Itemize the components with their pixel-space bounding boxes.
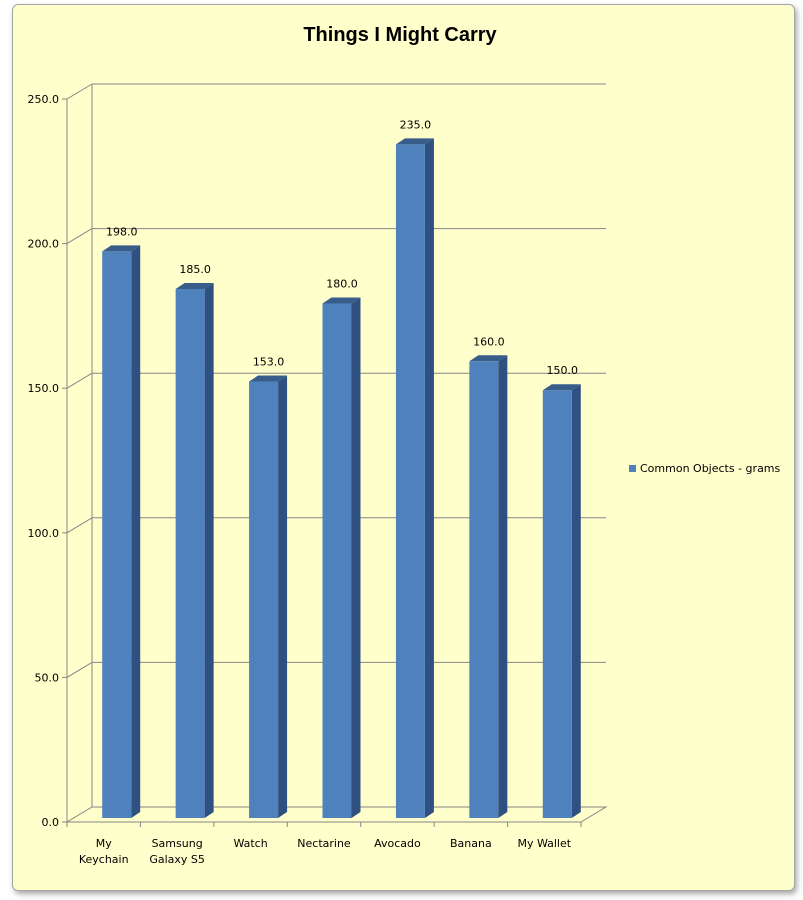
bar-side bbox=[351, 297, 361, 818]
bar bbox=[175, 288, 205, 819]
bar bbox=[249, 381, 279, 818]
data-label: 150.0 bbox=[547, 364, 579, 377]
data-labels: 198.0 185.0 153.0 180.0 235.0 160.0 150.0 bbox=[106, 118, 578, 377]
bar bbox=[322, 303, 352, 818]
y-tick-label: 50.0 bbox=[35, 671, 60, 684]
category-label: Samsung bbox=[152, 837, 203, 850]
bars bbox=[102, 138, 581, 819]
gridline-diagonal bbox=[66, 83, 93, 100]
data-label: 235.0 bbox=[400, 118, 432, 131]
gridline-diagonal bbox=[66, 517, 93, 534]
category-label: Banana bbox=[450, 837, 492, 850]
bar bbox=[395, 144, 425, 818]
bar-top bbox=[102, 245, 141, 252]
gridline-diagonal bbox=[66, 661, 93, 678]
bar bbox=[542, 390, 572, 818]
legend-label: Common Objects - grams bbox=[640, 462, 781, 475]
bar bbox=[469, 361, 499, 818]
y-tick-label: 100.0 bbox=[28, 527, 60, 540]
bar-side bbox=[424, 138, 434, 818]
category-labels: My Keychain Samsung Galaxy S5 Watch Nectarine… bbox=[79, 837, 572, 866]
axes bbox=[62, 84, 608, 827]
bar-top bbox=[175, 282, 214, 289]
legend: Common Objects - grams bbox=[629, 462, 781, 475]
y-tick-label: 0.0 bbox=[42, 816, 60, 829]
chart-svg: Things I Might Carry 0.0 50.0 100.0 150.0 20… bbox=[28, 24, 781, 866]
bar-side bbox=[571, 384, 581, 818]
category-label: Nectarine bbox=[297, 837, 351, 850]
gridline-diagonal bbox=[66, 228, 93, 245]
bar-top bbox=[542, 384, 581, 391]
y-tick-label: 250.0 bbox=[28, 93, 60, 106]
chart-area: Things I Might Carry 0.0 50.0 100.0 150.0 20… bbox=[12, 4, 795, 891]
bar-side bbox=[498, 355, 508, 818]
floor bbox=[65, 806, 608, 823]
data-label: 185.0 bbox=[179, 263, 211, 276]
category-label: Watch bbox=[233, 837, 267, 850]
bar-top bbox=[469, 355, 508, 362]
bar bbox=[102, 251, 132, 818]
y-tick-label: 150.0 bbox=[28, 382, 60, 395]
y-tick-labels: 0.0 50.0 100.0 150.0 200.0 250.0 bbox=[28, 93, 60, 829]
category-label: Keychain bbox=[79, 853, 129, 866]
bar-top bbox=[249, 375, 288, 382]
gridline-diagonal bbox=[66, 372, 93, 389]
chart-title: Things I Might Carry bbox=[303, 24, 497, 46]
category-label: My Wallet bbox=[517, 837, 571, 850]
category-label: My bbox=[96, 837, 112, 850]
bar-side bbox=[204, 282, 214, 819]
data-label: 160.0 bbox=[473, 335, 505, 348]
bar-top bbox=[395, 138, 434, 145]
legend-swatch bbox=[629, 465, 636, 472]
y-tick-label: 200.0 bbox=[28, 238, 60, 251]
bar-side bbox=[131, 245, 141, 818]
data-label: 153.0 bbox=[253, 356, 285, 369]
bar-side bbox=[278, 375, 288, 818]
data-label: 180.0 bbox=[326, 277, 358, 290]
data-label: 198.0 bbox=[106, 225, 138, 238]
category-label: Avocado bbox=[374, 837, 421, 850]
bar-top bbox=[322, 297, 361, 304]
category-label: Galaxy S5 bbox=[149, 853, 205, 866]
